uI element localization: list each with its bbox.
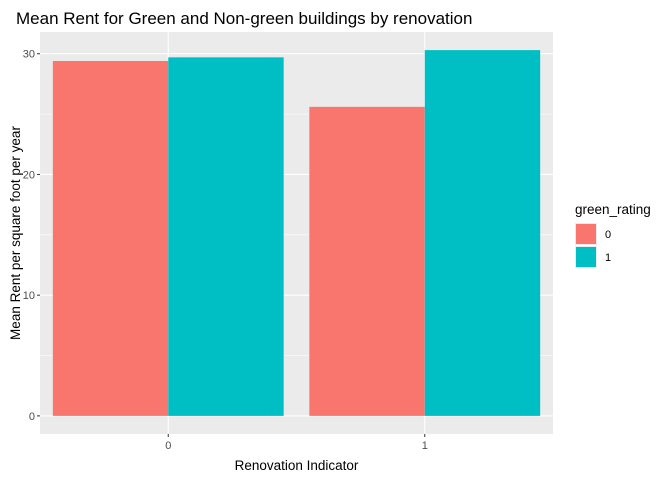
legend-swatch	[576, 247, 596, 267]
x-tick-label: 1	[422, 440, 428, 452]
x-tick-label: 0	[165, 440, 171, 452]
y-tick-label: 10	[23, 290, 35, 302]
bar-renovation-1-green-1	[424, 50, 541, 416]
legend-swatch	[576, 224, 596, 244]
legend: green_rating 01	[575, 202, 651, 268]
y-axis-label: Mean Rent per square foot per year	[8, 126, 23, 340]
legend-items: 01	[575, 223, 611, 268]
bar-renovation-0-green-0	[52, 60, 169, 416]
chart-title: Mean Rent for Green and Non-green buildi…	[16, 9, 472, 28]
y-axis-ticks: 0 10 20 30	[23, 49, 40, 423]
bar-renovation-0-green-1	[168, 57, 284, 416]
y-tick-label: 30	[23, 49, 35, 61]
x-axis-label: Renovation Indicator	[235, 458, 359, 473]
bars	[52, 50, 541, 416]
legend-label: 0	[605, 229, 611, 241]
bar-renovation-1-green-0	[309, 106, 425, 416]
legend-title: green_rating	[575, 202, 651, 217]
y-tick-label: 0	[29, 411, 35, 423]
legend-label: 1	[605, 252, 611, 264]
y-tick-label: 20	[23, 169, 35, 181]
